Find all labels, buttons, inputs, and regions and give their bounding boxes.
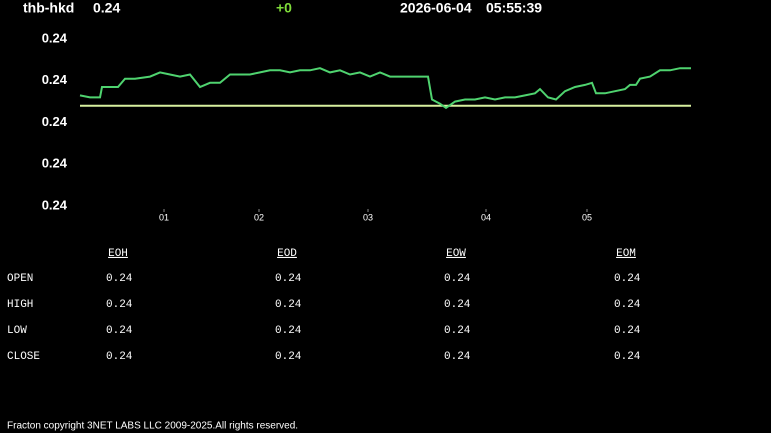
column-header: EOH [108,248,128,260]
cell: 0.24 [614,273,641,285]
y-tick-label: 0.24 [42,156,68,171]
x-tick-label: 01 [159,212,169,222]
y-tick-label: 0.24 [42,197,68,212]
column-header: EOD [277,248,297,260]
price: 0.24 [93,0,120,16]
x-tick-label: 02 [254,212,264,222]
row-label: CLOSE [7,351,40,363]
cell: 0.24 [106,325,133,337]
cell: 0.24 [275,351,302,363]
y-tick-label: 0.24 [42,72,68,87]
cell: 0.24 [106,299,133,311]
cell: 0.24 [444,273,471,285]
cell: 0.24 [106,351,133,363]
cell: 0.24 [614,351,641,363]
date: 2026-06-04 [400,0,472,16]
cell: 0.24 [106,273,133,285]
cell: 0.24 [444,351,471,363]
change: +0 [276,0,292,16]
time: 05:55:39 [486,0,542,16]
footer: Fracton copyright 3NET LABS LLC 2009-202… [7,421,298,432]
row-label: HIGH [7,299,33,311]
column-header: EOW [446,248,466,260]
symbol: thb-hkd [23,0,74,16]
cell: 0.24 [275,273,302,285]
x-tick-label: 03 [363,212,373,222]
x-tick-label: 04 [481,212,491,222]
column-header: EOM [616,248,636,260]
row-label: LOW [7,325,27,337]
cell: 0.24 [444,325,471,337]
cell: 0.24 [614,325,641,337]
cell: 0.24 [444,299,471,311]
y-tick-label: 0.24 [42,114,68,129]
cell: 0.24 [614,299,641,311]
x-tick-label: 05 [582,212,592,222]
cell: 0.24 [275,325,302,337]
y-tick-label: 0.24 [42,30,68,45]
cell: 0.24 [275,299,302,311]
row-label: OPEN [7,273,33,285]
price-line [79,67,691,110]
